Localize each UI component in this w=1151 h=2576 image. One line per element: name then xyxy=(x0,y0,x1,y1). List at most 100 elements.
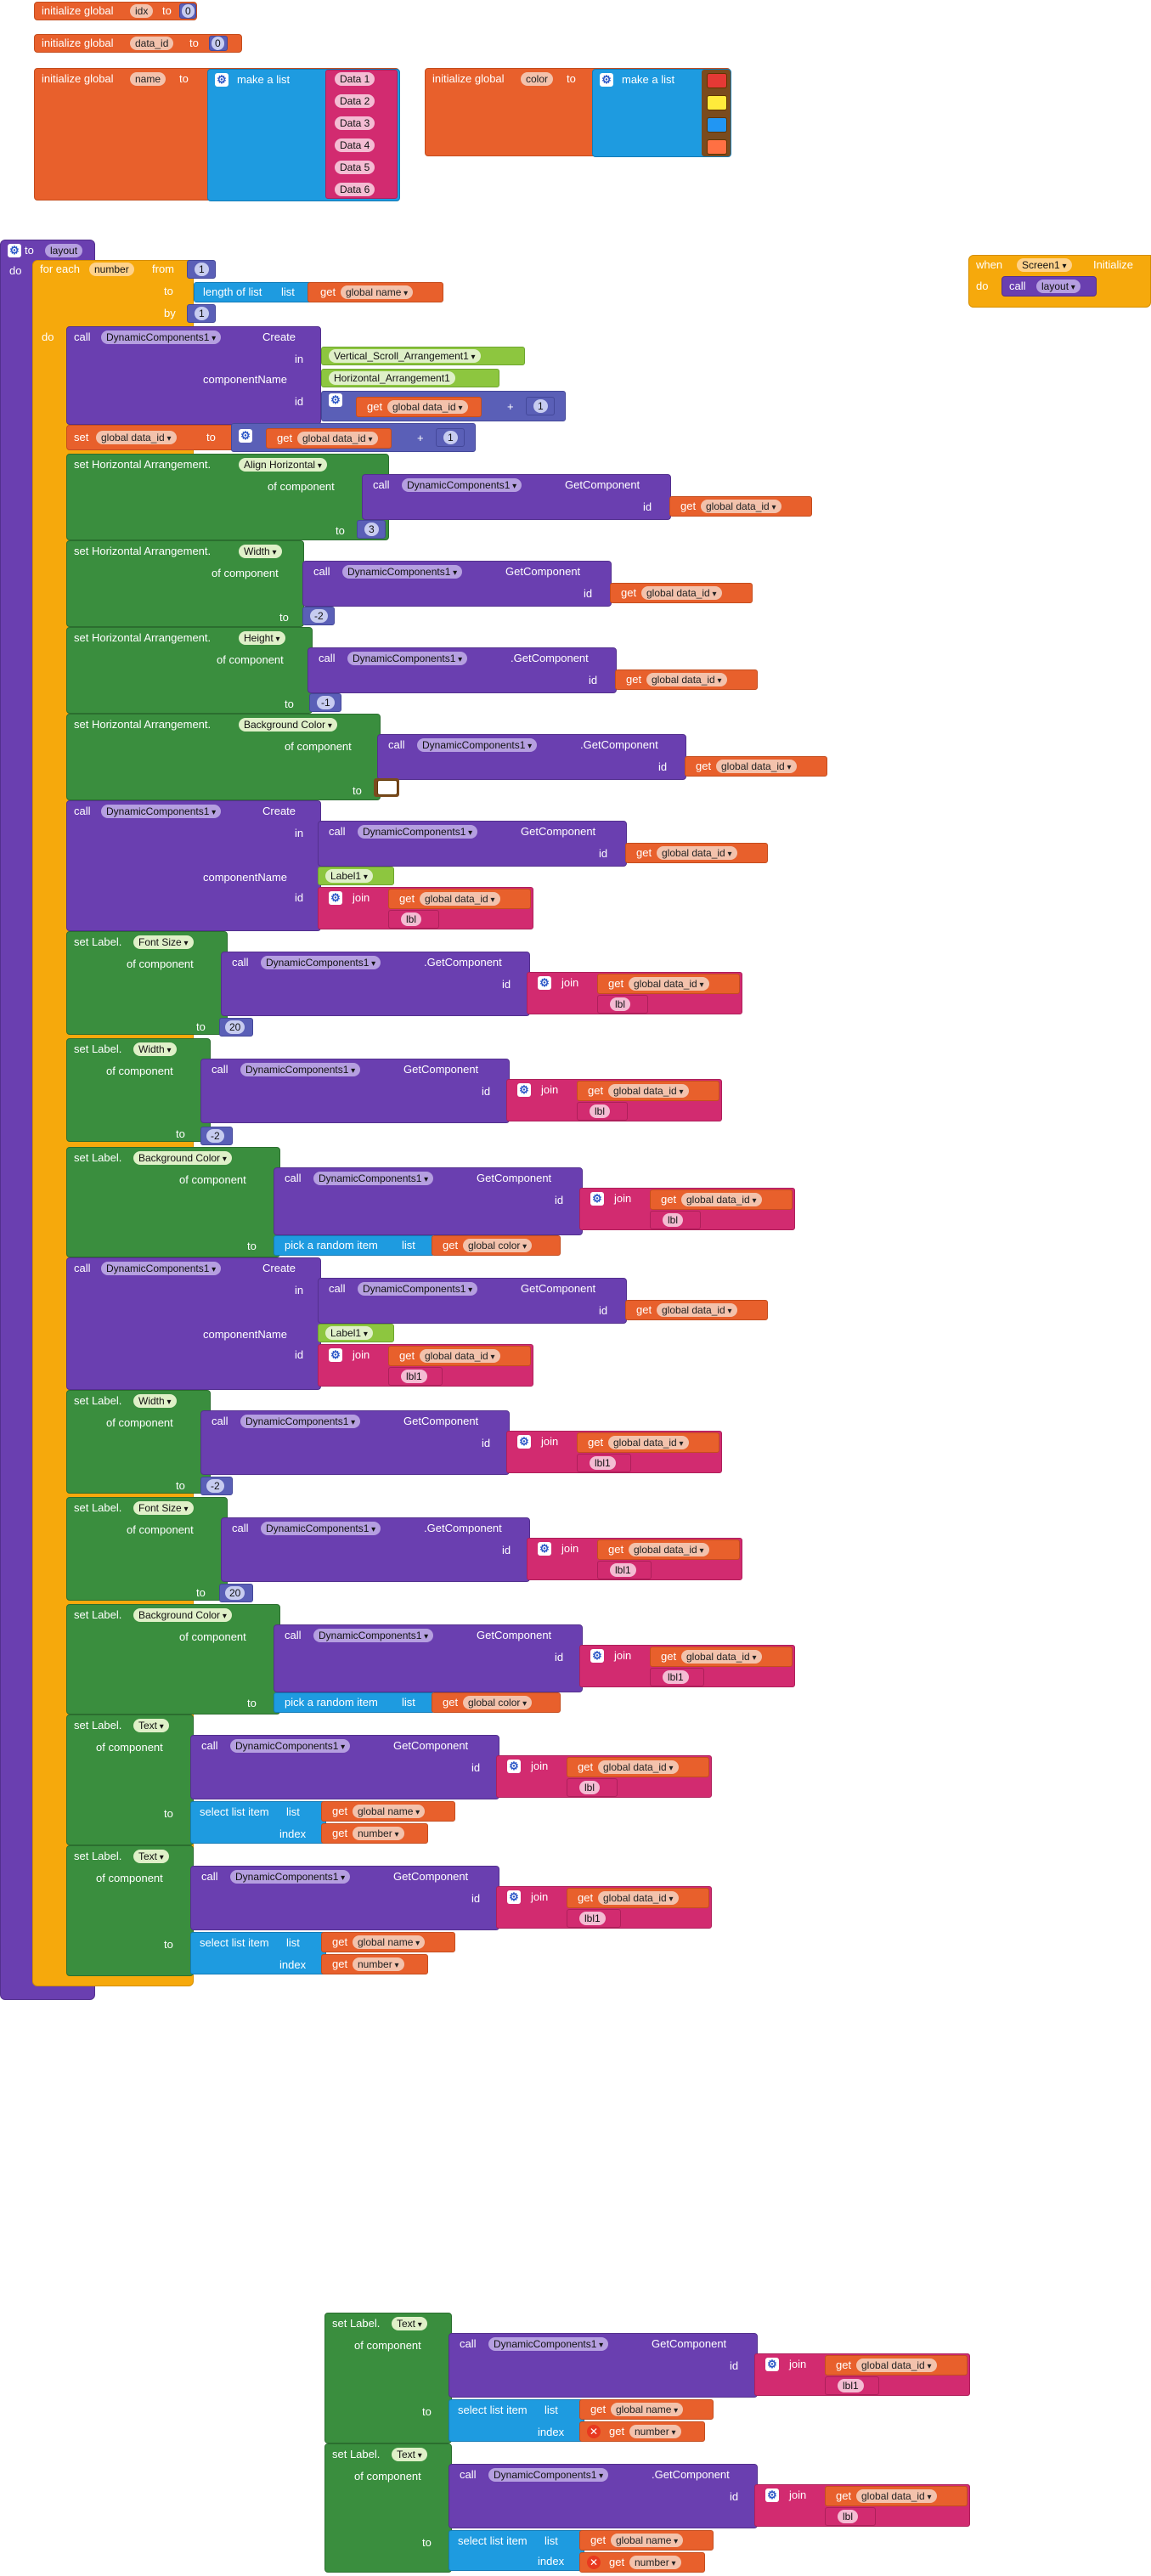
get-global-data-id-block[interactable]: get global data_id xyxy=(567,1757,709,1777)
get-component-block[interactable]: call DynamicComponents1 GetComponent id xyxy=(200,1059,510,1123)
get-global-data-id-block[interactable]: get global data_id xyxy=(610,583,753,603)
get-global-data-id-block[interactable]: get global data_id xyxy=(567,1888,709,1908)
variable-dropdown[interactable]: number xyxy=(353,1957,404,1971)
init-global-data-id-block[interactable]: initialize global data_id to 0 xyxy=(34,34,242,53)
variable-dropdown[interactable]: global data_id xyxy=(297,432,378,445)
set-label-width-block[interactable]: set Label. Width of component to xyxy=(66,1038,211,1142)
get-global-name-block[interactable]: get global name xyxy=(579,2530,714,2551)
text-item[interactable]: Data 1 xyxy=(335,72,375,86)
number-field[interactable]: 1 xyxy=(195,263,209,276)
text-field[interactable]: lbl xyxy=(401,912,422,926)
detached-set-label-text-block[interactable]: set Label. Text of component to xyxy=(324,2443,452,2573)
component-dropdown[interactable]: DynamicComponents1 xyxy=(358,1282,478,1296)
set-label-font-size-block[interactable]: set Label. Font Size of component to xyxy=(66,1497,228,1601)
number-field[interactable]: 20 xyxy=(225,1586,245,1600)
select-list-item-block[interactable]: select list item list index xyxy=(190,1801,326,1844)
set-label-background-color-block[interactable]: set Label. Background Color of component… xyxy=(66,1604,280,1715)
init-global-idx-block[interactable]: initialize global idx to 0 xyxy=(34,2,197,20)
select-list-item-block[interactable]: select list item list index xyxy=(449,2399,584,2442)
error-icon[interactable]: ✕ xyxy=(587,2425,601,2438)
get-component-block[interactable]: call DynamicComponents1 GetComponent id xyxy=(274,1167,583,1235)
get-component-block[interactable]: call DynamicComponents1 GetComponent id xyxy=(190,1866,499,1930)
get-global-name-block[interactable]: get global name xyxy=(321,1801,455,1822)
variable-dropdown[interactable]: global data_id xyxy=(420,892,500,906)
screen-dropdown[interactable]: Screen1 xyxy=(1017,258,1072,272)
get-component-block[interactable]: call DynamicComponents1 .GetComponent id xyxy=(221,1517,530,1582)
gear-icon[interactable]: ⚙ xyxy=(239,429,252,443)
get-global-data-id-block[interactable]: get global data_id xyxy=(356,397,482,417)
global-name-field[interactable]: idx xyxy=(130,4,154,18)
call-layout-block[interactable]: call layout xyxy=(1001,276,1097,297)
get-component-block[interactable]: call DynamicComponents1 .GetComponent id xyxy=(221,952,530,1016)
gear-icon[interactable]: ⚙ xyxy=(329,891,342,905)
variable-dropdown[interactable]: global name xyxy=(353,1805,426,1818)
get-global-data-id-block[interactable]: get global data_id xyxy=(685,756,827,777)
text-item[interactable]: Data 2 xyxy=(335,94,375,108)
get-global-data-id-block[interactable]: get global data_id xyxy=(577,1432,719,1453)
text-field[interactable]: lbl1 xyxy=(838,2379,864,2392)
procedure-name-field[interactable]: layout xyxy=(45,244,83,257)
get-global-data-id-block[interactable]: get global data_id xyxy=(625,843,768,863)
gear-icon[interactable]: ⚙ xyxy=(590,1649,604,1663)
number-block[interactable]: 1 xyxy=(526,397,555,415)
get-number-block[interactable]: get number xyxy=(321,1954,428,1974)
get-component-block[interactable]: call DynamicComponents1 GetComponent id xyxy=(318,1278,627,1324)
get-global-data-id-block[interactable]: get global data_id xyxy=(597,1539,740,1560)
text-block[interactable]: lbl xyxy=(597,995,648,1014)
variable-dropdown[interactable]: global data_id xyxy=(608,1436,689,1449)
gear-icon[interactable]: ⚙ xyxy=(329,393,342,407)
number-field[interactable]: -2 xyxy=(310,609,328,623)
get-global-name-block[interactable]: get global name xyxy=(579,2399,714,2420)
property-dropdown[interactable]: Width xyxy=(133,1394,177,1408)
number-block[interactable]: -2 xyxy=(302,607,335,625)
text-block[interactable]: lbl1 xyxy=(388,1367,443,1386)
number-field[interactable]: 1 xyxy=(195,307,209,320)
join-block[interactable]: ⚙ join get global data_id lbl xyxy=(318,887,533,929)
variable-dropdown[interactable]: global data_id xyxy=(657,1303,737,1317)
number-field[interactable]: 1 xyxy=(443,431,458,444)
variable-dropdown[interactable]: global data_id xyxy=(420,1349,500,1363)
create-label-lbl1-block[interactable]: call DynamicComponents1 Create in compon… xyxy=(66,1257,321,1390)
text-field[interactable]: lbl xyxy=(579,1781,601,1794)
component-block[interactable]: Vertical_Scroll_Arrangement1 xyxy=(321,347,525,365)
gear-icon[interactable]: ⚙ xyxy=(329,1348,342,1362)
property-dropdown[interactable]: Text xyxy=(133,1850,169,1863)
component-dropdown[interactable]: DynamicComponents1 xyxy=(240,1063,361,1076)
get-global-data-id-block[interactable]: get global data_id xyxy=(650,1647,793,1667)
pick-random-item-block[interactable]: pick a random item list xyxy=(274,1692,435,1713)
get-global-data-id-block[interactable]: get global data_id xyxy=(615,669,758,690)
join-block[interactable]: ⚙ join get global data_id lbl1 xyxy=(506,1431,722,1473)
component-dropdown[interactable]: DynamicComponents1 xyxy=(101,1262,222,1275)
add-block[interactable]: ⚙ get global data_id + 1 xyxy=(321,391,566,421)
set-label-background-color-block[interactable]: set Label. Background Color of component… xyxy=(66,1147,280,1257)
text-block[interactable]: lbl xyxy=(388,910,439,929)
join-block[interactable]: ⚙ join get global data_id lbl xyxy=(579,1188,795,1230)
get-global-name-block[interactable]: get global name xyxy=(321,1932,455,1952)
join-block[interactable]: ⚙ join get global data_id lbl xyxy=(754,2484,970,2527)
number-block[interactable]: 1 xyxy=(436,428,465,447)
component-dropdown[interactable]: DynamicComponents1 xyxy=(342,565,463,579)
component-dropdown[interactable]: DynamicComponents1 xyxy=(230,1739,351,1753)
variable-dropdown[interactable]: global data_id xyxy=(856,2359,937,2372)
set-label-width-block[interactable]: set Label. Width of component to xyxy=(66,1390,211,1494)
text-field[interactable]: lbl1 xyxy=(610,1563,636,1577)
text-field[interactable]: lbl xyxy=(610,997,631,1011)
join-block[interactable]: ⚙ join get global data_id lbl1 xyxy=(754,2353,970,2396)
number-field[interactable]: 3 xyxy=(364,523,379,536)
number-field[interactable]: -2 xyxy=(206,1479,224,1493)
number-block[interactable]: 0 xyxy=(179,3,196,19)
make-a-list-block[interactable]: ⚙ make a list xyxy=(592,69,731,157)
text-field[interactable]: lbl1 xyxy=(590,1456,616,1470)
text-field[interactable]: lbl1 xyxy=(663,1670,689,1684)
variable-dropdown[interactable]: global data_id xyxy=(629,977,709,991)
when-screen1-initialize-block[interactable]: when Screen1 Initialize do call layout xyxy=(968,255,1151,308)
number-block[interactable]: -2 xyxy=(200,1477,233,1495)
global-name-field[interactable]: name xyxy=(130,72,166,86)
text-block[interactable]: lbl1 xyxy=(650,1668,704,1686)
component-dropdown[interactable]: Label1 xyxy=(325,869,373,883)
property-dropdown[interactable]: Width xyxy=(239,545,282,558)
component-dropdown[interactable]: DynamicComponents1 xyxy=(488,2337,609,2351)
gear-icon[interactable]: ⚙ xyxy=(538,1542,551,1556)
join-block[interactable]: ⚙ join get global data_id lbl1 xyxy=(318,1344,533,1387)
get-number-block[interactable]: get number xyxy=(321,1823,428,1844)
